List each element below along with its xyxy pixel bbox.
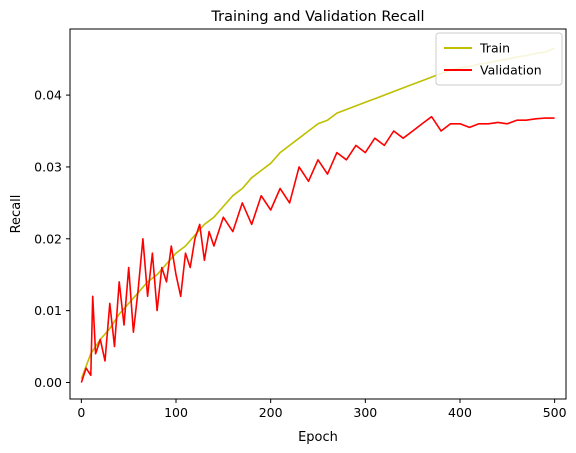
- x-tick-label: 400: [448, 405, 472, 420]
- y-tick-label: 0.00: [34, 375, 62, 390]
- y-tick-label: 0.03: [34, 159, 62, 174]
- x-axis-label: Epoch: [298, 430, 338, 445]
- y-axis-label: Recall: [9, 195, 24, 234]
- y-tick-label: 0.01: [34, 303, 62, 318]
- x-tick-label: 300: [353, 405, 377, 420]
- x-tick-label: 500: [543, 405, 567, 420]
- chart-title: Training and Validation Recall: [210, 9, 424, 25]
- plot-area: [81, 48, 554, 382]
- legend-label: Validation: [480, 63, 542, 78]
- legend-label: Train: [479, 41, 510, 56]
- x-tick-label: 100: [164, 405, 188, 420]
- x-axis-ticks: 0 100 200 300 400 500: [77, 399, 566, 420]
- y-axis-ticks: 0.00 0.01 0.02 0.03 0.04: [34, 88, 70, 390]
- y-tick-label: 0.04: [34, 88, 62, 103]
- x-tick-label: 200: [259, 405, 283, 420]
- series-line-validation: [81, 117, 554, 383]
- x-tick-label: 0: [77, 405, 85, 420]
- legend: Train Validation: [436, 33, 562, 85]
- series-line-train: [81, 48, 554, 379]
- y-tick-label: 0.02: [34, 231, 62, 246]
